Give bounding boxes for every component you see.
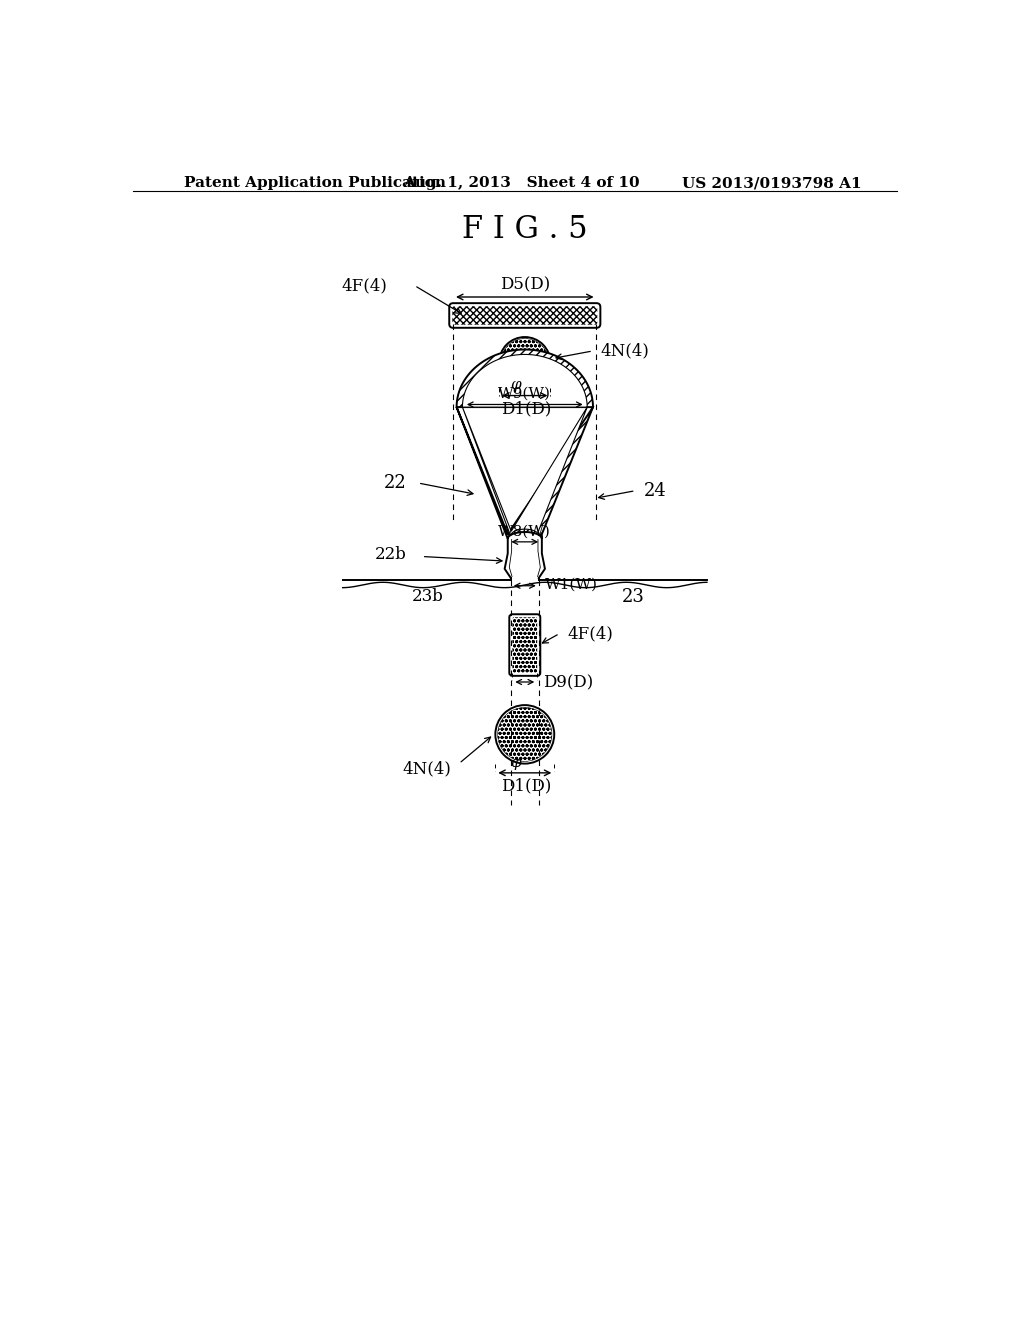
Text: 22: 22 — [383, 474, 407, 492]
Text: US 2013/0193798 A1: US 2013/0193798 A1 — [682, 176, 862, 190]
Text: D9(D): D9(D) — [544, 675, 594, 692]
Text: 24: 24 — [643, 482, 667, 500]
FancyBboxPatch shape — [450, 304, 600, 327]
FancyBboxPatch shape — [509, 614, 541, 676]
Text: Patent Application Publication: Patent Application Publication — [183, 176, 445, 190]
Text: W1(W): W1(W) — [545, 577, 598, 591]
Polygon shape — [463, 355, 587, 536]
Text: 4N(4): 4N(4) — [402, 760, 452, 777]
Text: 4F(4): 4F(4) — [567, 624, 613, 642]
Text: 23: 23 — [622, 587, 644, 606]
Text: 22b: 22b — [375, 546, 407, 564]
Circle shape — [500, 337, 550, 388]
Text: Aug. 1, 2013   Sheet 4 of 10: Aug. 1, 2013 Sheet 4 of 10 — [403, 176, 640, 190]
Text: φ: φ — [510, 379, 521, 392]
Text: φ: φ — [510, 756, 521, 770]
Circle shape — [496, 705, 554, 763]
Text: D5(D): D5(D) — [500, 276, 550, 293]
Text: D1(D): D1(D) — [501, 400, 552, 417]
Text: F I G . 5: F I G . 5 — [462, 214, 588, 244]
Text: 4F(4): 4F(4) — [341, 277, 387, 294]
Text: 23b: 23b — [412, 587, 443, 605]
Text: W8(W): W8(W) — [499, 525, 551, 539]
Text: D1(D): D1(D) — [501, 777, 552, 795]
Text: 4N(4): 4N(4) — [601, 342, 649, 359]
Text: W9(W): W9(W) — [499, 387, 551, 401]
Polygon shape — [457, 350, 593, 539]
